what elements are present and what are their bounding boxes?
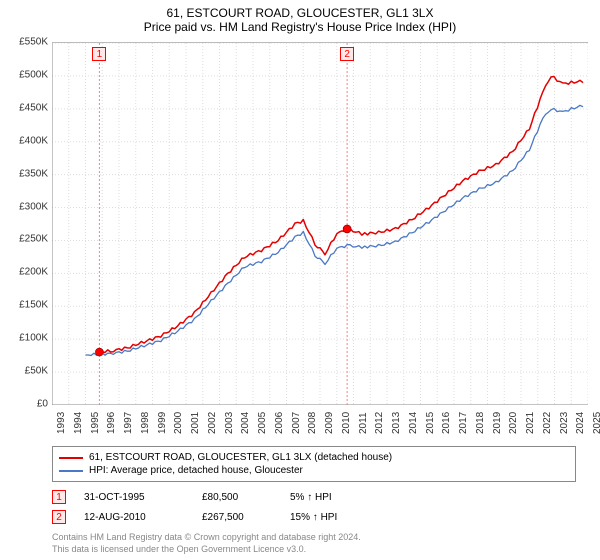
x-tick-label: 2000 — [173, 412, 184, 434]
legend-label: HPI: Average price, detached house, Glou… — [89, 465, 303, 476]
x-tick-label: 2024 — [575, 412, 586, 434]
x-tick-label: 2019 — [492, 412, 503, 434]
x-tick-label: 2018 — [475, 412, 486, 434]
transaction-marker-icon: 1 — [52, 490, 66, 504]
x-tick-label: 2003 — [224, 412, 235, 434]
transaction-price: £267,500 — [202, 512, 282, 523]
x-tick-label: 2025 — [592, 412, 600, 434]
x-tick-label: 2009 — [324, 412, 335, 434]
y-tick-label: £50K — [0, 366, 48, 377]
legend-item: 61, ESTCOURT ROAD, GLOUCESTER, GL1 3LX (… — [59, 451, 569, 464]
legend-swatch — [59, 457, 83, 459]
x-tick-label: 1998 — [140, 412, 151, 434]
x-tick-label: 1995 — [90, 412, 101, 434]
legend-item: HPI: Average price, detached house, Glou… — [59, 464, 569, 477]
y-tick-label: £150K — [0, 300, 48, 311]
x-tick-label: 2006 — [274, 412, 285, 434]
x-tick-label: 2008 — [307, 412, 318, 434]
y-tick-label: £400K — [0, 135, 48, 146]
transaction-row: 1 31-OCT-1995 £80,500 5% ↑ HPI — [52, 490, 410, 504]
sale-marker-label: 1 — [92, 47, 106, 61]
chart-svg — [52, 43, 588, 405]
y-tick-label: £200K — [0, 267, 48, 278]
x-tick-label: 2023 — [559, 412, 570, 434]
y-tick-label: £350K — [0, 168, 48, 179]
x-tick-label: 2010 — [341, 412, 352, 434]
y-tick-label: £0 — [0, 399, 48, 410]
x-tick-label: 2011 — [358, 412, 369, 434]
y-tick-label: £300K — [0, 201, 48, 212]
transaction-date: 31-OCT-1995 — [84, 492, 194, 503]
transaction-price: £80,500 — [202, 492, 282, 503]
transaction-pct: 5% ↑ HPI — [290, 492, 410, 503]
x-tick-label: 1993 — [56, 412, 67, 434]
sale-marker-label: 2 — [340, 47, 354, 61]
x-tick-label: 2017 — [458, 412, 469, 434]
y-tick-label: £250K — [0, 234, 48, 245]
x-tick-label: 1997 — [123, 412, 134, 434]
y-tick-label: £550K — [0, 37, 48, 48]
x-tick-label: 2005 — [257, 412, 268, 434]
x-tick-label: 2022 — [542, 412, 553, 434]
x-tick-label: 1994 — [73, 412, 84, 434]
x-tick-label: 2016 — [441, 412, 452, 434]
x-tick-label: 2002 — [207, 412, 218, 434]
x-tick-label: 2021 — [525, 412, 536, 434]
y-tick-label: £450K — [0, 102, 48, 113]
x-tick-label: 2013 — [391, 412, 402, 434]
x-tick-label: 1996 — [106, 412, 117, 434]
x-tick-label: 2001 — [190, 412, 201, 434]
chart-title-line2: Price paid vs. HM Land Registry's House … — [0, 20, 600, 38]
y-tick-label: £100K — [0, 333, 48, 344]
x-tick-label: 2015 — [425, 412, 436, 434]
x-tick-label: 1999 — [157, 412, 168, 434]
chart-title-line1: 61, ESTCOURT ROAD, GLOUCESTER, GL1 3LX — [0, 0, 600, 20]
transaction-marker-icon: 2 — [52, 510, 66, 524]
footer-line: This data is licensed under the Open Gov… — [52, 544, 361, 556]
footer-text: Contains HM Land Registry data © Crown c… — [52, 532, 361, 555]
legend: 61, ESTCOURT ROAD, GLOUCESTER, GL1 3LX (… — [52, 446, 576, 482]
transaction-pct: 15% ↑ HPI — [290, 512, 410, 523]
plot-area: 12 — [52, 42, 588, 405]
x-tick-label: 2007 — [291, 412, 302, 434]
x-tick-label: 2004 — [240, 412, 251, 434]
legend-label: 61, ESTCOURT ROAD, GLOUCESTER, GL1 3LX (… — [89, 452, 392, 463]
transaction-row: 2 12-AUG-2010 £267,500 15% ↑ HPI — [52, 510, 410, 524]
y-tick-label: £500K — [0, 69, 48, 80]
footer-line: Contains HM Land Registry data © Crown c… — [52, 532, 361, 544]
x-tick-label: 2012 — [374, 412, 385, 434]
x-tick-label: 2014 — [408, 412, 419, 434]
x-tick-label: 2020 — [508, 412, 519, 434]
transaction-date: 12-AUG-2010 — [84, 512, 194, 523]
legend-swatch — [59, 470, 83, 472]
